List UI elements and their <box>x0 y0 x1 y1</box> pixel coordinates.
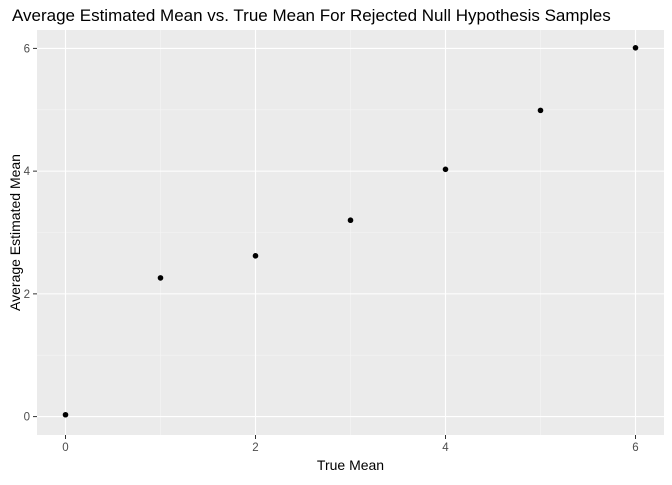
data-point <box>252 253 259 259</box>
y-tick-label: 4 <box>24 166 31 178</box>
data-point <box>347 217 354 224</box>
x-tick-label: 6 <box>632 442 638 454</box>
data-point <box>62 411 69 418</box>
major-gridlines <box>37 30 664 435</box>
axis-ticks: 0 2 4 6 0 2 4 6 <box>24 43 639 454</box>
data-point <box>537 107 544 114</box>
y-tick-label: 0 <box>24 412 30 424</box>
minor-gridlines <box>37 30 664 435</box>
y-axis-title: Average Estimated Mean <box>7 154 23 311</box>
x-tick-label: 4 <box>442 442 449 454</box>
data-point <box>632 44 639 51</box>
data-points <box>62 44 639 418</box>
chart-title: Average Estimated Mean vs. True Mean For… <box>12 6 611 25</box>
x-tick-label: 0 <box>62 442 68 454</box>
x-tick-label: 2 <box>252 442 258 454</box>
y-tick-label: 6 <box>24 43 30 55</box>
data-point <box>157 275 164 281</box>
data-point <box>442 166 449 173</box>
y-tick-label: 2 <box>24 289 30 301</box>
x-axis-title: True Mean <box>317 457 384 473</box>
